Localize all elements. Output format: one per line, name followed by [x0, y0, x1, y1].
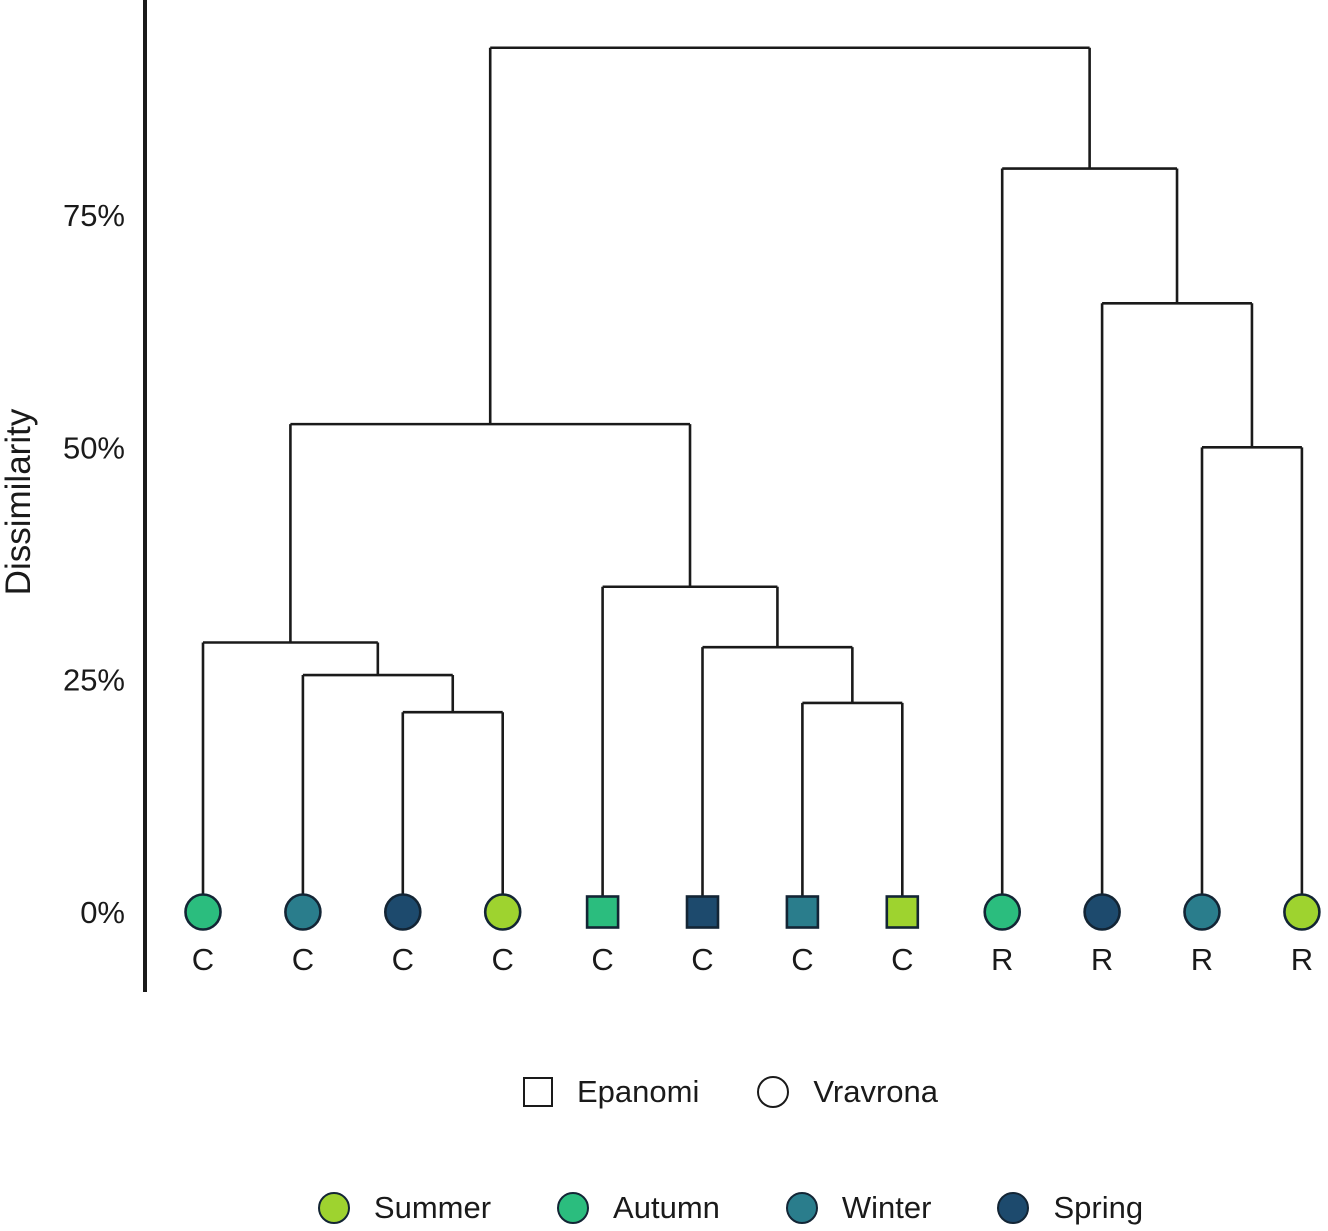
y-tick-label: 25%: [63, 663, 125, 698]
leaf-label: C: [392, 942, 414, 977]
leaf-label: C: [591, 942, 613, 977]
leaf-marker-summer-square: [885, 895, 920, 929]
legend-season-label: Spring: [1053, 1190, 1144, 1225]
leaf-marker-summer-circle: [1283, 893, 1321, 931]
epanomi-square-icon: [523, 1077, 553, 1107]
leaf-marker-winter-circle: [284, 893, 322, 931]
autumn-swatch-icon: [557, 1192, 590, 1224]
leaf-label: R: [1291, 942, 1313, 977]
legend-season: Summer Autumn Winter Spring: [145, 1190, 1316, 1226]
y-tick-label: 50%: [63, 430, 125, 465]
y-tick-label: 75%: [63, 198, 125, 233]
leaf-label: C: [691, 942, 713, 977]
leaf-label: C: [292, 942, 314, 977]
leaf-label: C: [891, 942, 913, 977]
leaf-label: C: [492, 942, 514, 977]
leaf-marker-spring-square: [685, 895, 720, 929]
leaf-marker-autumn-square: [585, 895, 620, 929]
legend-season-item-summer: Summer: [317, 1190, 492, 1226]
legend-season-item-autumn: Autumn: [557, 1190, 720, 1226]
vravrona-circle-icon: [757, 1076, 790, 1108]
leaf-marker-spring-circle: [1083, 893, 1121, 931]
leaf-label: R: [1191, 942, 1213, 977]
legend-season-label: Summer: [373, 1190, 492, 1225]
legend-season-item-winter: Winter: [785, 1190, 932, 1226]
leaf-marker-winter-circle: [1183, 893, 1221, 931]
dendrogram-svg: 0% 25% 50% 75% Dissimilarity C C C C C C C C R R R R: [0, 0, 1321, 992]
summer-swatch-icon: [317, 1192, 350, 1224]
legend-site-label: Vravrona: [813, 1074, 938, 1109]
legend-site: Epanomi Vravrona: [145, 1074, 1316, 1110]
legend-site-item-vravrona: Vravrona: [757, 1074, 938, 1110]
leaf-label: C: [192, 942, 214, 977]
legend-season-item-spring: Spring: [997, 1190, 1143, 1226]
leaf-marker-autumn-circle: [983, 893, 1022, 931]
leaf-marker-winter-square: [785, 895, 820, 929]
leaf-label: C: [791, 942, 813, 977]
y-tick-label: 0%: [80, 895, 125, 930]
y-axis-label: Dissimilarity: [0, 408, 38, 595]
spring-swatch-icon: [997, 1192, 1030, 1224]
legend-season-label: Winter: [841, 1190, 932, 1225]
leaf-marker-summer-circle: [483, 893, 522, 931]
legend-season-label: Autumn: [613, 1190, 720, 1225]
leaf-label: R: [991, 942, 1013, 977]
leaf-label: R: [1091, 942, 1113, 977]
winter-swatch-icon: [785, 1192, 818, 1224]
leaf-marker-autumn-circle: [184, 893, 222, 931]
leaf-marker-spring-circle: [383, 893, 422, 931]
legend-site-item-epanomi: Epanomi: [523, 1074, 699, 1110]
legend-site-label: Epanomi: [577, 1074, 700, 1109]
